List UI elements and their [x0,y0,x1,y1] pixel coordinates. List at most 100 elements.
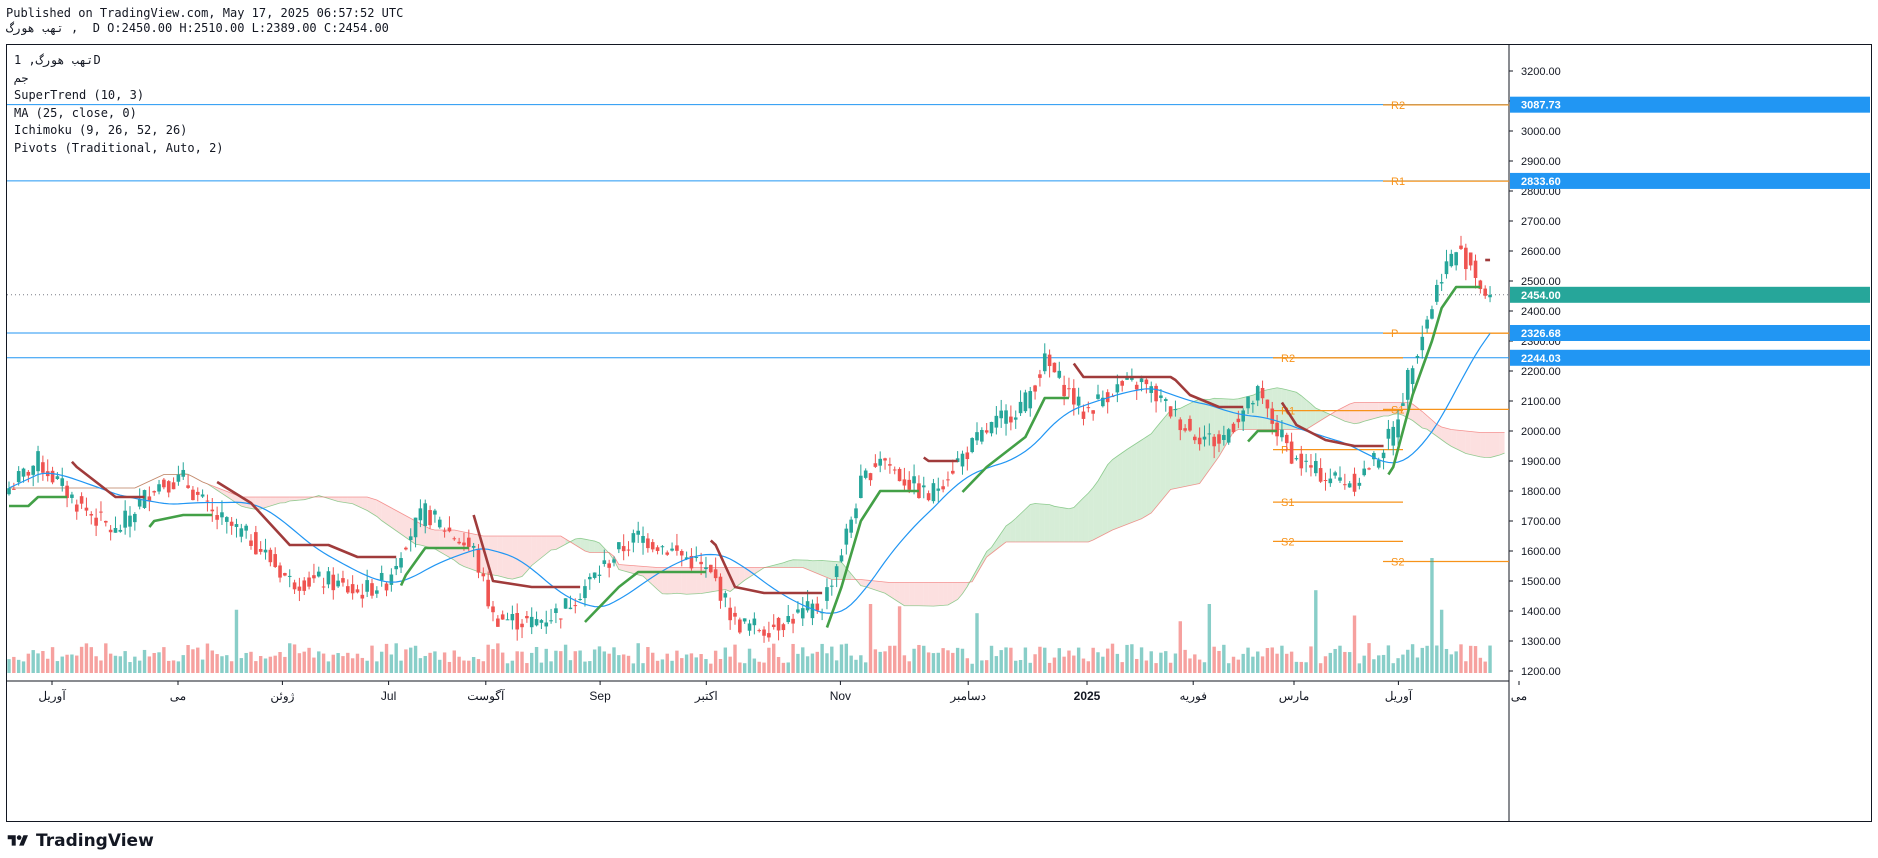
volume-bar [747,648,752,673]
candle-body [960,453,965,467]
cloud-segment-bearish [938,582,944,606]
candle-body [757,630,761,632]
volume-bar [205,643,210,673]
cloud-segment-bullish [1146,433,1152,516]
candle-body [31,465,35,475]
cloud-segment-bearish [894,582,900,603]
volume-bar [317,651,321,673]
price-chart[interactable]: R2R1PS1S2R2R1PS1S23300.003200.003100.003… [7,45,1871,821]
price-label-box [1510,172,1870,189]
time-axis: آوریل می ژوئن Jul آگوست Sep اکتبر Nov دسامبر 2025… [38,681,1527,703]
time-tick-label: می [1511,689,1527,703]
candle-body [1372,453,1376,460]
candle-body [1067,388,1071,390]
cloud-segment-bearish [420,523,426,547]
volume-bar [476,659,481,673]
cloud-segment-bullish [1156,421,1161,508]
cloud-segment-bearish [367,497,372,514]
cloud-segment-bearish [526,536,532,572]
candle-body [1125,377,1129,380]
volume-bar [350,658,355,673]
volume-bar [791,643,795,673]
candle-body [1076,396,1081,406]
cloud-segment-bullish [1185,403,1190,487]
cloud-segment-bullish [1030,503,1036,542]
volume-bar [389,654,394,673]
candle-body [355,589,360,593]
candle-body [1449,253,1454,267]
volume-bar [1435,645,1439,673]
candle-body [738,619,742,633]
legend-symbol[interactable]: تهب هورگ, 1D [14,53,101,67]
volume-bar [1352,615,1357,673]
candle-body [1115,384,1120,393]
candle-body [1149,386,1154,393]
pivot-label-s2: S2 [1391,557,1404,569]
candle-body [980,429,984,442]
cloud-segment-bearish [933,582,939,607]
candle-body [994,415,999,428]
candle-body [1251,402,1255,405]
candle-body [650,542,655,550]
candle-body [1091,410,1095,414]
cloud-segment-bearish [885,582,890,597]
candle-body [1280,429,1284,438]
chart-frame[interactable]: R2R1PS1S2R2R1PS1S23300.003200.003100.003… [6,44,1872,822]
cloud-segment-bullish [1093,480,1098,540]
candle-body [162,479,166,488]
candles [7,235,1492,643]
volume-bar [128,662,132,673]
candle-body [1381,452,1386,459]
volume-bar [912,648,916,673]
cloud-segment-bullish [1078,497,1084,542]
legend-ma[interactable]: MA (25, close, 0) [14,105,137,120]
cloud-segment-bearish [1393,402,1399,415]
candle-body [1488,294,1492,298]
ichimoku-span-b [9,402,1505,583]
volume-bar [370,645,374,673]
candle-body [428,510,432,526]
cloud-segment-bearish [555,536,561,550]
candle-body [800,608,805,619]
volume-bar [810,653,815,673]
volume-bar [1430,558,1434,673]
cloud-segment-bearish [265,497,271,508]
cloud-segment-bearish [914,582,919,606]
supertrend-down-line [216,480,397,559]
cloud-segment-bearish [1480,432,1486,458]
volume-bar [1406,649,1410,673]
legend-ichimoku[interactable]: Ichimoku (9, 26, 52, 26) [14,123,188,137]
legend-supertrend[interactable]: SuperTrend (10, 3) [14,88,145,102]
volume-bar [1154,663,1158,673]
volume-bar [1125,644,1129,673]
candle-body [505,619,510,621]
volume-bar [844,643,849,673]
tradingview-brand[interactable]: TradingView [6,831,154,851]
candle-body [1042,353,1047,372]
candle-body [1415,355,1420,358]
volume-bar [515,651,519,673]
cloud-segment-bearish [507,536,513,580]
volume-bar [1207,604,1212,673]
cloud-segment-bearish [889,582,895,600]
candle-body [1033,385,1037,392]
volume-bar [1343,651,1347,673]
candle-body [336,580,340,587]
candle-body [418,508,423,521]
cloud-segment-bullish [1122,449,1128,527]
cloud-segment-bearish [962,582,968,594]
volume-bar [1105,648,1110,673]
volume-bar [1270,647,1274,673]
supertrend-up-line [1387,285,1481,476]
candle-body [767,633,771,638]
price-tick-label: 2000.00 [1521,426,1561,438]
legend-pivots[interactable]: Pivots (Traditional, Auto, 2) [14,140,224,155]
candle-body [142,490,147,508]
volume-bar [94,656,98,673]
candle-body [617,542,621,550]
cloud-segment-bullish [1015,513,1021,542]
volume-bar [830,646,834,673]
candle-body [1265,399,1270,409]
candle-body [375,590,379,594]
candle-body [859,475,863,498]
